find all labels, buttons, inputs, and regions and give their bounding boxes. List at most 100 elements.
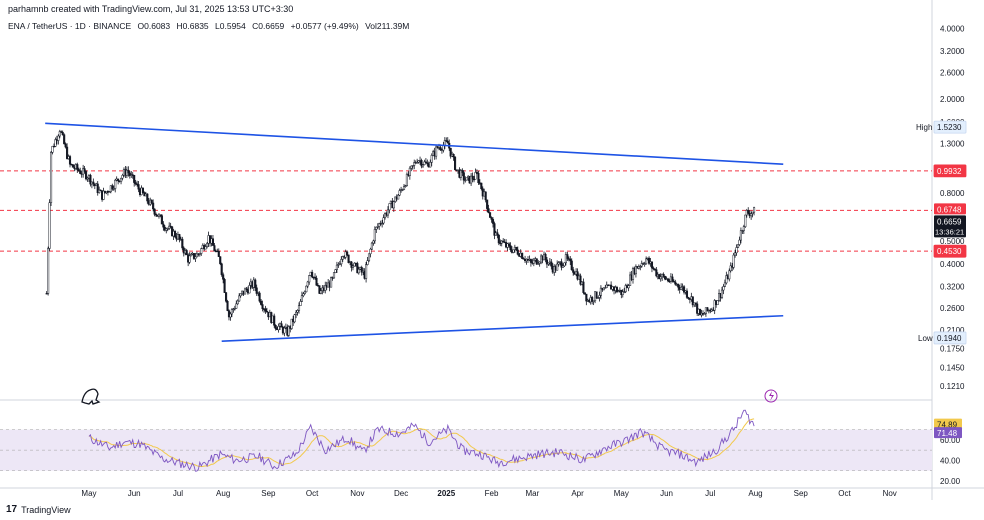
candle-body bbox=[381, 222, 384, 225]
candle-body bbox=[486, 199, 489, 209]
candle-body bbox=[744, 214, 747, 227]
candle-body bbox=[720, 289, 724, 298]
candle-body bbox=[89, 175, 92, 185]
candle-body bbox=[366, 260, 369, 265]
last-price-flag: 0.6659 bbox=[937, 217, 962, 226]
candle-body bbox=[225, 292, 228, 302]
candle-body bbox=[738, 239, 741, 245]
candle-body bbox=[750, 213, 753, 217]
time-tick-label: Mar bbox=[525, 489, 539, 498]
candle-body bbox=[280, 323, 283, 328]
low-label: Low bbox=[918, 334, 933, 343]
candle-body bbox=[664, 276, 667, 280]
candle-body bbox=[319, 290, 322, 294]
footer-brand[interactable]: TradingView bbox=[21, 504, 71, 515]
candle-body bbox=[382, 217, 385, 224]
candle-body bbox=[369, 248, 372, 255]
candle-body bbox=[181, 238, 184, 249]
time-tick-label: Nov bbox=[883, 489, 897, 498]
candle-body bbox=[579, 275, 582, 285]
candle-body bbox=[487, 208, 490, 213]
candle-body bbox=[423, 161, 426, 165]
candle-body bbox=[222, 274, 225, 280]
rsi-value-flag: 74.89 bbox=[937, 421, 958, 430]
candle-body bbox=[277, 326, 280, 331]
candle-body bbox=[560, 261, 563, 268]
candle-body bbox=[114, 179, 117, 189]
candle-body bbox=[264, 308, 267, 312]
candle-body bbox=[398, 190, 401, 196]
candle-body bbox=[185, 250, 188, 256]
candle-body bbox=[563, 262, 566, 267]
candle-body bbox=[435, 146, 438, 157]
candle-body bbox=[360, 267, 363, 273]
candle-body bbox=[582, 281, 585, 293]
candle-body bbox=[672, 281, 675, 283]
candle-body bbox=[223, 279, 226, 293]
candle-body bbox=[703, 313, 706, 315]
candle-body bbox=[217, 250, 220, 257]
candle-body bbox=[729, 265, 732, 272]
time-tick-label: Jul bbox=[173, 489, 183, 498]
volume-value: Vol211.39M bbox=[365, 21, 410, 31]
price-tick-label: 0.2600 bbox=[940, 304, 965, 313]
high-value-flag: 1.5230 bbox=[937, 123, 962, 132]
candle-body bbox=[49, 152, 53, 203]
candle-body bbox=[595, 291, 598, 299]
candle-body bbox=[168, 225, 171, 229]
candle-body bbox=[96, 183, 99, 194]
candle-body bbox=[535, 258, 538, 265]
candle-body bbox=[557, 262, 560, 265]
low-value-flag: 0.1940 bbox=[937, 334, 962, 343]
candle-body bbox=[296, 310, 299, 313]
level-1-flag-bg bbox=[933, 164, 967, 178]
candle-body bbox=[493, 223, 496, 236]
candle-body bbox=[515, 246, 518, 251]
lightning-icon[interactable] bbox=[764, 389, 778, 403]
candle-body bbox=[569, 258, 572, 262]
candle-body bbox=[471, 175, 474, 180]
candle-body bbox=[178, 234, 181, 240]
candle-body bbox=[340, 259, 343, 265]
candle-body bbox=[556, 263, 559, 271]
candle-body bbox=[243, 288, 247, 295]
candle-body bbox=[258, 292, 261, 302]
candle-body bbox=[659, 276, 662, 280]
candle-body bbox=[76, 164, 79, 170]
candle-body bbox=[459, 170, 462, 178]
candle-body bbox=[413, 162, 416, 166]
candle-body bbox=[691, 296, 694, 306]
candle-body bbox=[85, 171, 88, 180]
symbol-name[interactable]: ENA / TetherUS · 1D · BINANCE bbox=[8, 21, 132, 31]
tradingview-logo-icon[interactable]: 17 bbox=[6, 504, 18, 515]
high-label: High bbox=[916, 123, 932, 132]
candle-body bbox=[378, 223, 381, 227]
candle-body bbox=[653, 268, 656, 270]
dinosaur-icon[interactable] bbox=[81, 388, 101, 405]
candle-body bbox=[685, 290, 689, 298]
candle-body bbox=[134, 182, 137, 185]
candle-body bbox=[732, 254, 735, 268]
candle-body bbox=[245, 288, 248, 290]
candle-body bbox=[734, 252, 737, 256]
countdown-label: 13:36:21 bbox=[935, 227, 964, 236]
candle-body bbox=[650, 261, 654, 269]
candle-body bbox=[507, 243, 511, 246]
candle-body bbox=[617, 290, 620, 293]
candle-body bbox=[54, 139, 57, 147]
candle-body bbox=[77, 169, 80, 171]
candle-body bbox=[408, 167, 411, 176]
ohlc-high: H0.6835 bbox=[176, 21, 209, 31]
candle-body bbox=[401, 189, 404, 191]
candle-body bbox=[680, 286, 683, 290]
candle-body bbox=[392, 201, 395, 209]
price-tick-label: 1.3000 bbox=[940, 139, 965, 148]
ohlc-change: +0.0577 (+9.49%) bbox=[290, 21, 359, 31]
candle-body bbox=[623, 291, 626, 293]
candle-body bbox=[739, 230, 742, 241]
candle-body bbox=[454, 156, 457, 170]
candle-body bbox=[723, 282, 726, 287]
candle-body bbox=[735, 247, 738, 254]
price-tick-label: 0.3200 bbox=[940, 283, 965, 292]
